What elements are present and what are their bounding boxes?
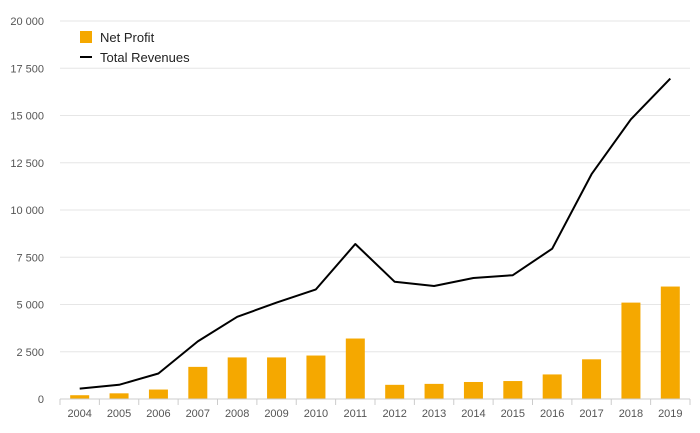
bar	[542, 374, 562, 399]
x-tick-label: 2010	[304, 408, 328, 420]
bar	[227, 357, 247, 399]
gridlines	[60, 20, 690, 353]
y-tick-label: 15 000	[10, 111, 44, 123]
bar	[582, 359, 602, 399]
legend-swatch-bar	[80, 31, 92, 43]
x-tick-label: 2018	[619, 408, 643, 420]
legend-label: Total Revenues	[100, 49, 190, 65]
x-axis: 2004 2005 2006 2007 2008 2009 2010 2011 2012 2013…	[59, 398, 691, 420]
y-tick-label: 12 500	[10, 158, 44, 170]
legend-swatch-line	[80, 56, 92, 58]
x-tick-label: 2011	[343, 408, 367, 420]
x-tick-label: 2007	[186, 408, 210, 420]
y-tick-label: 2 500	[16, 347, 44, 359]
legend-label: Net Profit	[100, 29, 155, 45]
x-tick-label: 2012	[382, 408, 406, 420]
y-tick-label: 20 000	[10, 16, 44, 28]
bar	[267, 357, 287, 399]
bar	[503, 381, 523, 399]
bar	[70, 395, 90, 399]
legend-item-net-profit: Net Profit	[80, 27, 190, 47]
y-axis-ticks: 0 2 500 5 000 7 500 10 000 12 500 15 000 17 500…	[10, 16, 44, 406]
line-series	[79, 77, 672, 390]
y-tick-label: 5 000	[16, 300, 44, 312]
bar-series	[70, 286, 680, 399]
bar	[306, 355, 326, 399]
bar	[621, 302, 641, 399]
bar	[463, 381, 483, 399]
x-tick-label: 2017	[579, 408, 603, 420]
x-tick-label: 2006	[146, 408, 170, 420]
y-tick-label: 7 500	[16, 252, 44, 264]
y-tick-label: 0	[38, 394, 44, 406]
bar	[148, 389, 168, 399]
x-tick-label: 2004	[67, 408, 91, 420]
x-tick-label: 2019	[658, 408, 682, 420]
x-tick-label: 2016	[540, 408, 564, 420]
x-tick-label: 2009	[264, 408, 288, 420]
legend-item-total-revenues: Total Revenues	[80, 47, 190, 67]
x-tick-label: 2013	[422, 408, 446, 420]
x-tick-label: 2008	[225, 408, 249, 420]
line-path	[79, 77, 672, 390]
legend: Net Profit Total Revenues	[80, 27, 190, 67]
bar	[188, 366, 208, 399]
y-tick-label: 10 000	[10, 205, 44, 217]
y-tick-label: 17 500	[10, 63, 44, 75]
bar	[424, 383, 444, 399]
x-tick-label: 2015	[501, 408, 525, 420]
bar	[345, 338, 365, 399]
bar	[109, 393, 129, 399]
x-tick-label: 2005	[107, 408, 131, 420]
bar	[660, 286, 680, 399]
x-tick-label: 2014	[461, 408, 485, 420]
bar	[385, 384, 405, 399]
